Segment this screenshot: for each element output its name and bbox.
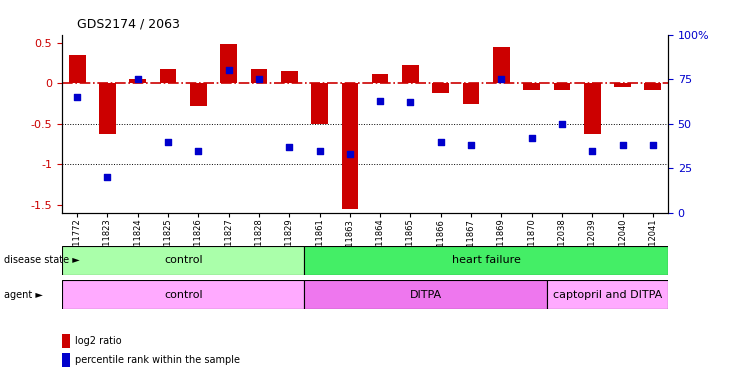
Text: disease state ►: disease state ► xyxy=(4,255,80,265)
Bar xyxy=(432,83,449,93)
Bar xyxy=(62,280,304,309)
Bar xyxy=(220,44,237,83)
Bar xyxy=(614,83,631,87)
Point xyxy=(314,147,326,154)
Point xyxy=(435,139,447,145)
Text: captopril and DITPA: captopril and DITPA xyxy=(553,290,662,300)
Bar xyxy=(69,55,85,83)
Bar xyxy=(372,73,388,83)
Text: log2 ratio: log2 ratio xyxy=(75,336,122,346)
Point xyxy=(526,135,537,141)
Bar xyxy=(129,79,146,83)
Bar xyxy=(342,83,358,209)
Bar xyxy=(547,280,668,309)
Point xyxy=(253,76,265,82)
Point xyxy=(193,147,204,154)
Point xyxy=(617,142,629,148)
Bar xyxy=(645,83,661,90)
Point xyxy=(223,67,234,73)
Bar xyxy=(584,83,601,134)
Bar xyxy=(402,65,419,83)
Bar xyxy=(311,83,328,124)
Point xyxy=(374,98,386,104)
Point xyxy=(101,174,113,180)
Text: control: control xyxy=(164,290,202,300)
Point xyxy=(162,139,174,145)
Point xyxy=(556,121,568,127)
Text: agent ►: agent ► xyxy=(4,290,42,300)
Bar xyxy=(463,83,480,104)
Bar xyxy=(62,334,70,348)
Text: GDS2174 / 2063: GDS2174 / 2063 xyxy=(77,18,180,31)
Bar xyxy=(62,246,304,275)
Text: control: control xyxy=(164,255,202,265)
Bar xyxy=(160,69,177,83)
Point xyxy=(496,76,507,82)
Point xyxy=(404,99,416,106)
Bar xyxy=(190,83,207,106)
Bar xyxy=(304,246,668,275)
Point xyxy=(72,94,83,100)
Text: DITPA: DITPA xyxy=(410,290,442,300)
Bar xyxy=(523,83,540,90)
Point xyxy=(132,76,144,82)
Point xyxy=(465,142,477,148)
Point xyxy=(586,147,598,154)
Point xyxy=(647,142,658,148)
Bar xyxy=(553,83,570,90)
Point xyxy=(283,144,295,150)
Bar xyxy=(281,71,298,83)
Bar xyxy=(304,280,547,309)
Text: heart failure: heart failure xyxy=(452,255,520,265)
Bar xyxy=(62,353,70,367)
Point xyxy=(344,151,356,157)
Text: percentile rank within the sample: percentile rank within the sample xyxy=(75,355,240,365)
Bar xyxy=(99,83,116,134)
Bar xyxy=(250,69,267,83)
Bar xyxy=(493,47,510,83)
